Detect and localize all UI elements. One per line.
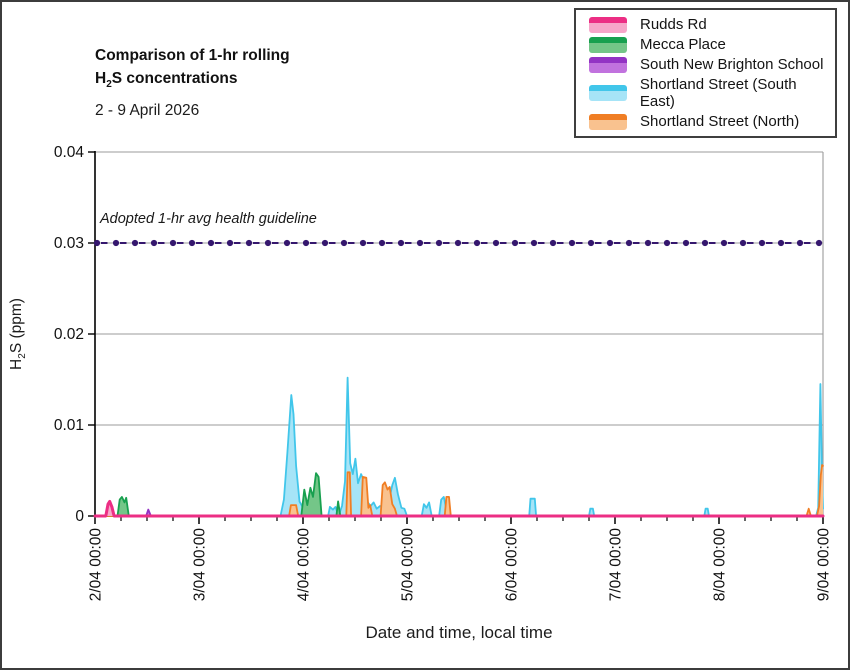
- guideline-dot: [112, 239, 120, 247]
- y-tick-label: 0.01: [54, 417, 84, 434]
- guideline-dot: [188, 239, 196, 247]
- guideline-dot: [625, 239, 633, 247]
- y-tick-label: 0.02: [54, 326, 84, 343]
- x-axis-title: Date and time, local time: [365, 623, 553, 642]
- guideline-dot: [473, 239, 481, 247]
- legend-item: Mecca Place: [589, 36, 835, 53]
- guideline-dot: [207, 239, 215, 247]
- x-tick-label: 7/04 00:00: [608, 528, 625, 602]
- guideline-dot: [587, 239, 595, 247]
- guideline-dot: [131, 239, 139, 247]
- x-tick-label: 4/04 00:00: [296, 528, 313, 602]
- guideline-dot: [283, 239, 291, 247]
- guideline-dot: [606, 239, 614, 247]
- guideline-dot: [435, 239, 443, 247]
- guideline-dot: [340, 239, 348, 247]
- chart-subtitle: 2 - 9 April 2026: [95, 102, 200, 119]
- legend-item: Rudds Rd: [589, 16, 835, 33]
- guideline-dot: [302, 239, 310, 247]
- chart-title-line1: Comparison of 1-hr rolling: [95, 47, 290, 64]
- guideline-dot: [682, 239, 690, 247]
- y-tick-label: 0: [75, 508, 84, 525]
- guideline-dot: [777, 239, 785, 247]
- series-area-mecca-place: [95, 473, 823, 516]
- x-tick-label: 8/04 00:00: [712, 528, 729, 602]
- y-tick-label: 0.04: [54, 144, 85, 161]
- legend-swatch-south-new-brighton-icon: [589, 56, 627, 73]
- series-line-shortland-street-north: [94, 464, 824, 517]
- guideline-annotation: Adopted 1-hr avg health guideline: [100, 211, 317, 227]
- legend-swatch-rudds-rd-icon: [589, 16, 627, 33]
- y-axis-title: H2S (ppm): [7, 298, 29, 370]
- guideline-dot: [321, 239, 329, 247]
- series-area-shortland-street-north: [95, 465, 823, 516]
- legend-item: Shortland Street (North): [589, 113, 835, 130]
- guideline-dot: [169, 239, 177, 247]
- guideline-dot: [264, 239, 272, 247]
- x-tick-label: 9/04 00:00: [816, 528, 833, 602]
- legend-label: Shortland Street (South East): [639, 76, 797, 110]
- guideline-dot: [568, 239, 576, 247]
- x-tick-label: 2/04 00:00: [88, 528, 105, 602]
- legend-label: Rudds Rd: [640, 16, 707, 33]
- legend-swatch-mecca-place-icon: [589, 36, 627, 53]
- y-tick-label: 0.03: [54, 235, 84, 252]
- guideline-dot: [530, 239, 538, 247]
- legend-item: South New Brighton School: [589, 56, 835, 73]
- series-line-rudds-rd: [93, 499, 825, 518]
- x-tick-label: 5/04 00:00: [400, 528, 417, 602]
- guideline-dot: [796, 239, 804, 247]
- guideline-dot: [150, 239, 158, 247]
- guideline-dot: [378, 239, 386, 247]
- guideline-dot: [93, 239, 101, 247]
- legend-label: Mecca Place: [640, 36, 726, 53]
- guideline-dot: [739, 239, 747, 247]
- legend-swatch-shortland-se-icon: [589, 85, 627, 101]
- legend-swatch-shortland-north-icon: [589, 113, 627, 130]
- legend-label: Shortland Street (North): [640, 113, 800, 130]
- chart-title-line2: H2S concentrations: [95, 70, 238, 91]
- x-tick-label: 3/04 00:00: [192, 528, 209, 602]
- legend-item: Shortland Street (South East): [589, 76, 835, 110]
- guideline-dot: [226, 239, 234, 247]
- guideline-dot: [758, 239, 766, 247]
- x-tick-label: 6/04 00:00: [504, 528, 521, 602]
- guideline-dot: [720, 239, 728, 247]
- guideline-dot: [549, 239, 557, 247]
- guideline-dot: [644, 239, 652, 247]
- legend: Rudds Rd Mecca Place South New Brighton …: [574, 8, 837, 138]
- guideline-dot: [245, 239, 253, 247]
- series-area-rudds-rd: [95, 501, 823, 516]
- guideline-dot: [359, 239, 367, 247]
- guideline-dot: [511, 239, 519, 247]
- legend-label: South New Brighton School: [640, 56, 824, 73]
- guideline-dot: [701, 239, 709, 247]
- guideline-dot: [454, 239, 462, 247]
- guideline-dot: [416, 239, 424, 247]
- series-line-mecca-place: [94, 472, 824, 517]
- guideline-dot: [815, 239, 823, 247]
- series-line-shortland-street-south-east: [94, 376, 824, 517]
- guideline-dot: [492, 239, 500, 247]
- series-area-shortland-street-south-east: [95, 377, 823, 516]
- guideline-dot: [397, 239, 405, 247]
- guideline-dot: [663, 239, 671, 247]
- chart-title: Comparison of 1-hr rolling H2S concentra…: [95, 44, 290, 96]
